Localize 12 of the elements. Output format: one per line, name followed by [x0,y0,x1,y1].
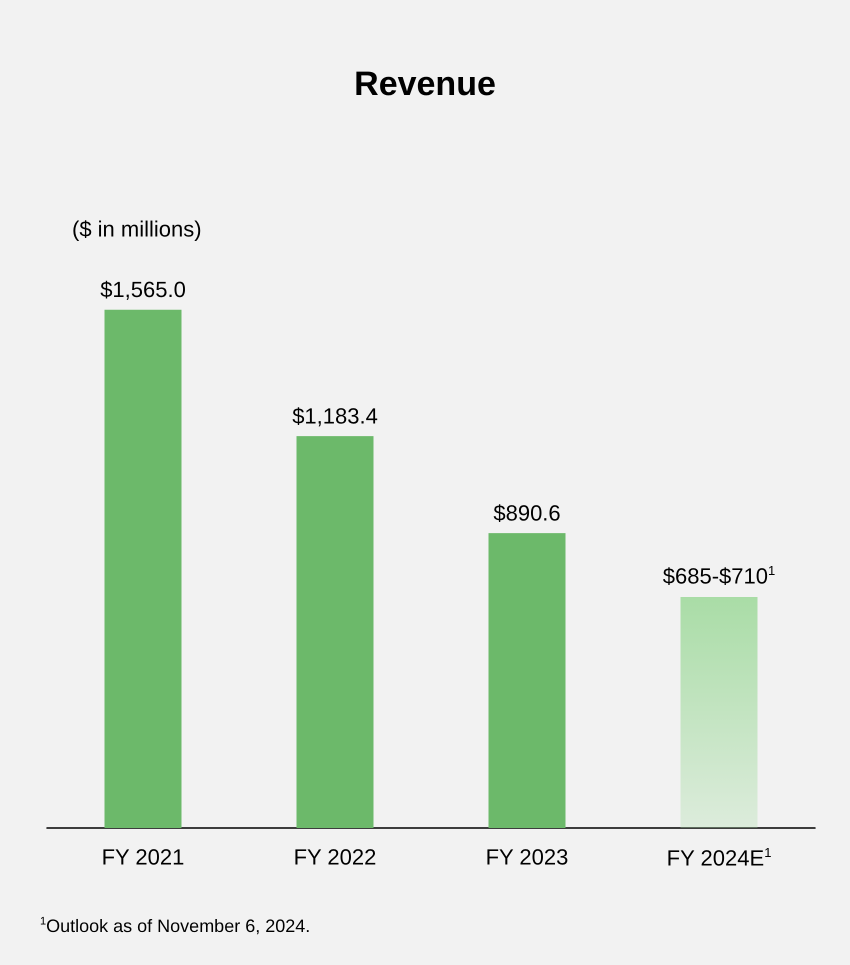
data-label: $1,565.0 [100,277,186,302]
bar [104,310,182,828]
x-tick-label: FY 2022 [294,844,376,870]
x-tick-label: FY 2021 [102,844,184,870]
text: ($ in millions) [72,216,202,242]
data-label: $890.6 [493,500,561,526]
bar [296,436,374,828]
bar [488,533,566,828]
data-label: $1,183.4 [292,404,378,429]
chart-title: Revenue [354,65,496,103]
x-tick-label: FY 2023 [486,844,568,870]
bar [680,597,758,828]
